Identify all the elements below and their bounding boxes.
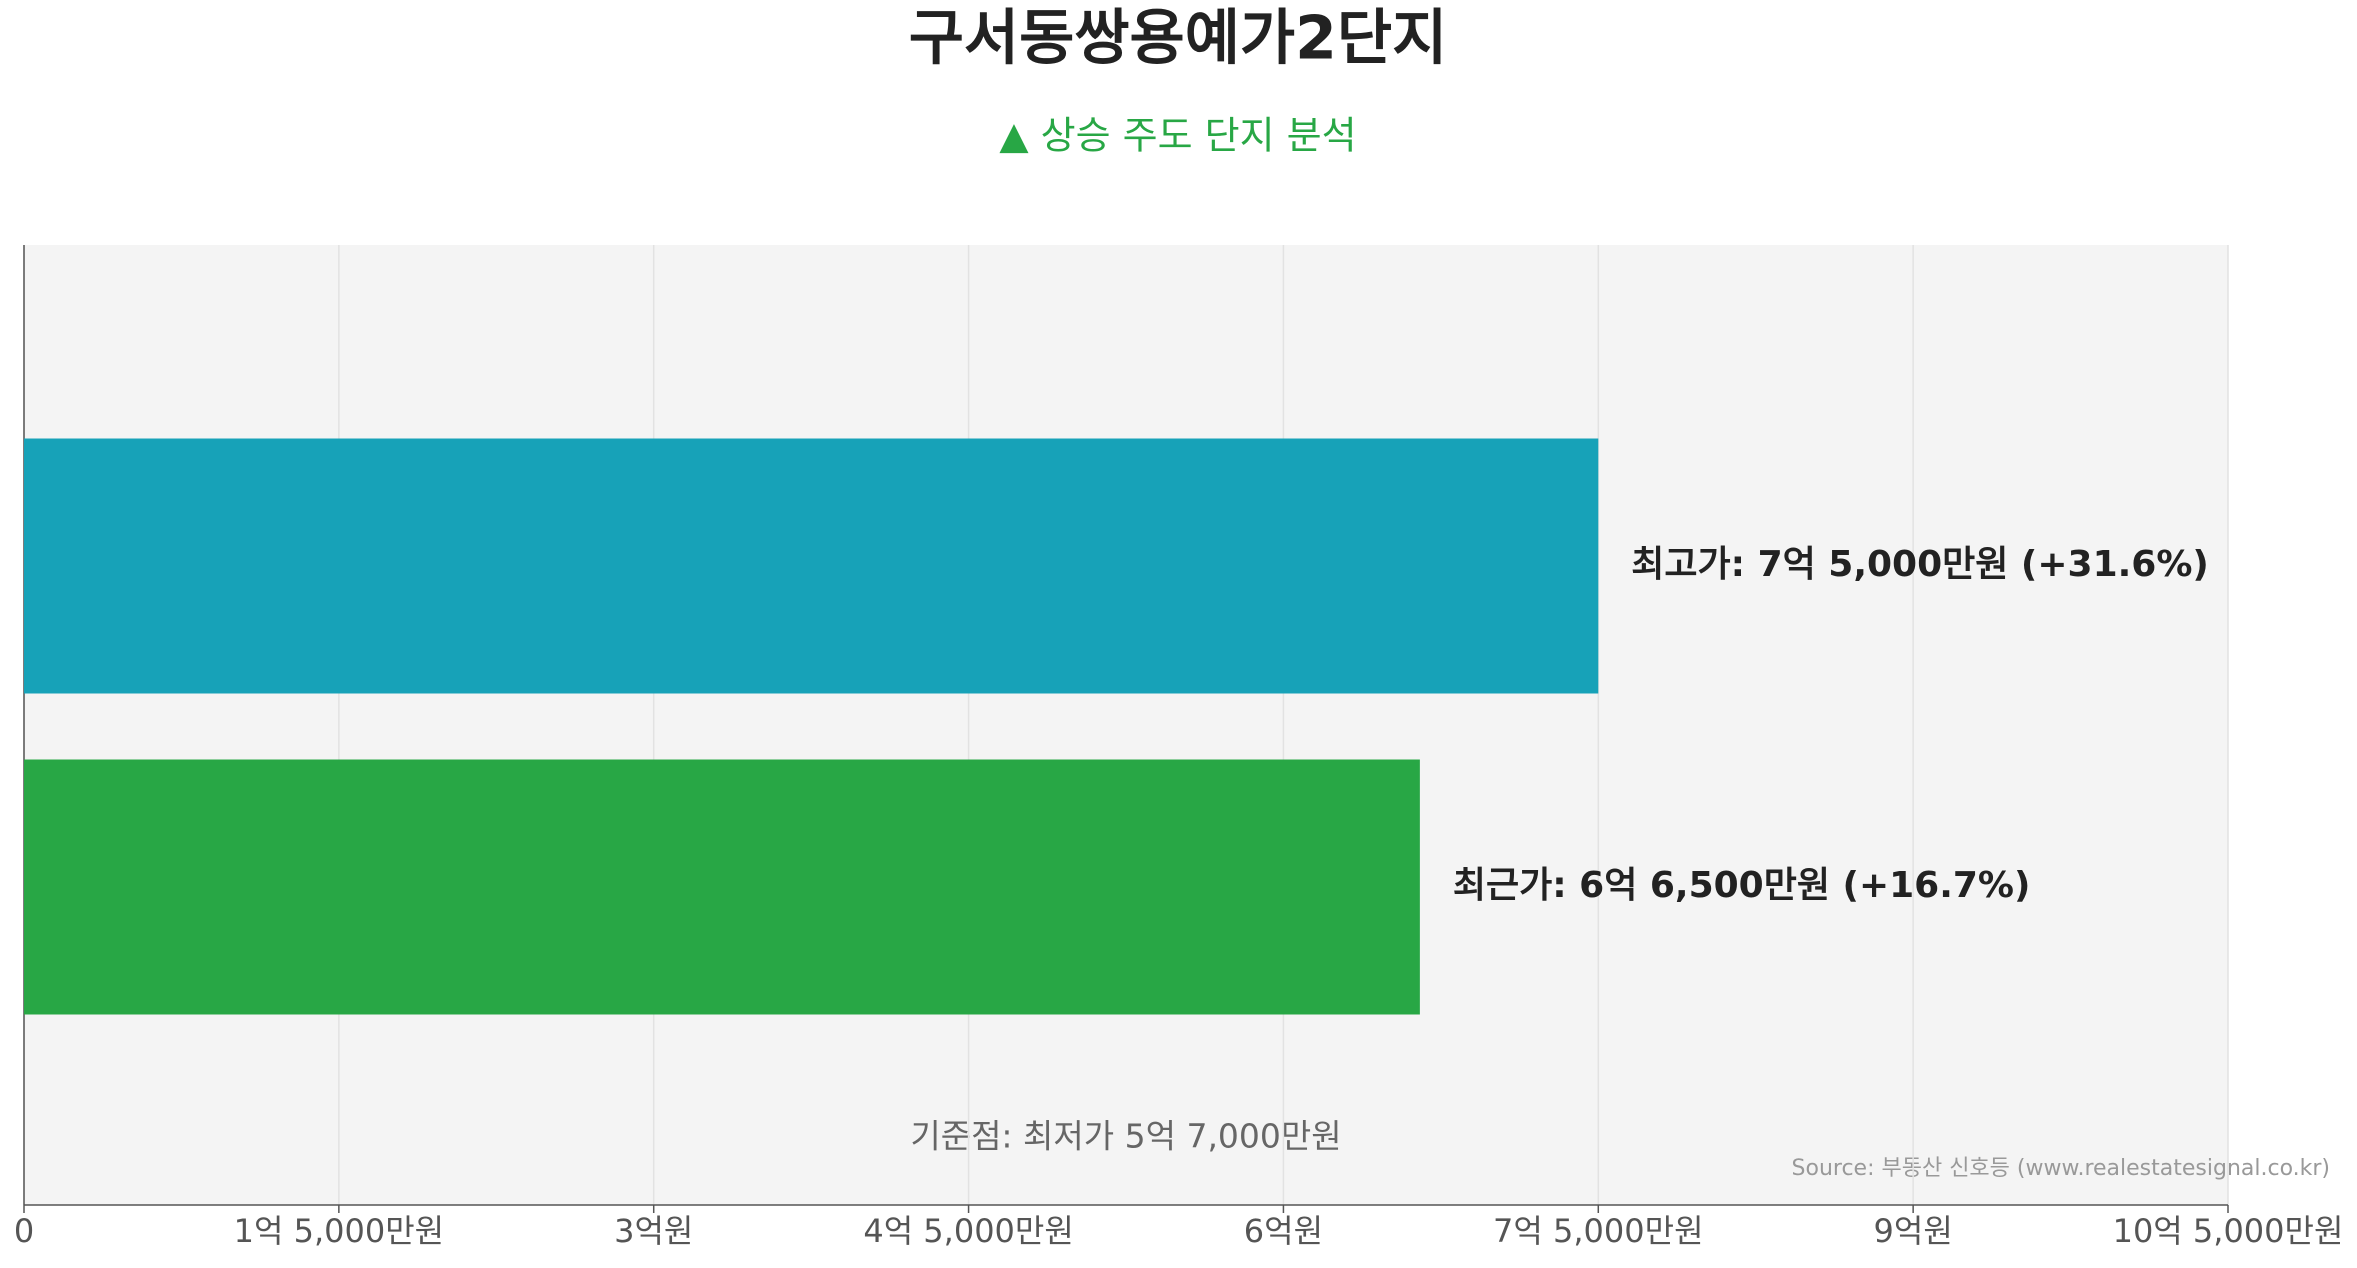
value-label: 최근가: 6억 6,500만원 (+16.7%) — [1453, 865, 2031, 906]
x-tick-label: 4억 5,000만원 — [863, 1212, 1073, 1250]
x-tick-label: 0 — [14, 1212, 34, 1250]
bar — [24, 759, 1420, 1015]
chart-subtitle: ▲ 상승 주도 단지 분석 — [999, 114, 1356, 158]
plot-background — [24, 245, 2228, 1205]
bar — [24, 438, 1599, 694]
x-tick-label: 9억원 — [1874, 1212, 1953, 1250]
value-label: 최고가: 7억 5,000만원 (+31.6%) — [1631, 544, 2209, 585]
annotation: 기준점: 최저가 5억 7,000만원 — [910, 1117, 1341, 1156]
x-tick-label: 3억원 — [614, 1212, 693, 1250]
chart-title: 구서동쌍용예가2단지 — [909, 4, 1448, 74]
x-tick-label: 10억 5,000만원 — [2113, 1212, 2344, 1250]
x-tick-label: 6억원 — [1244, 1212, 1323, 1250]
x-tick-label: 1억 5,000만원 — [234, 1212, 444, 1250]
x-tick-label: 7억 5,000만원 — [1493, 1212, 1703, 1250]
source: Source: 부동산 신호등 (www.realestatesignal.co… — [1792, 1156, 2330, 1181]
